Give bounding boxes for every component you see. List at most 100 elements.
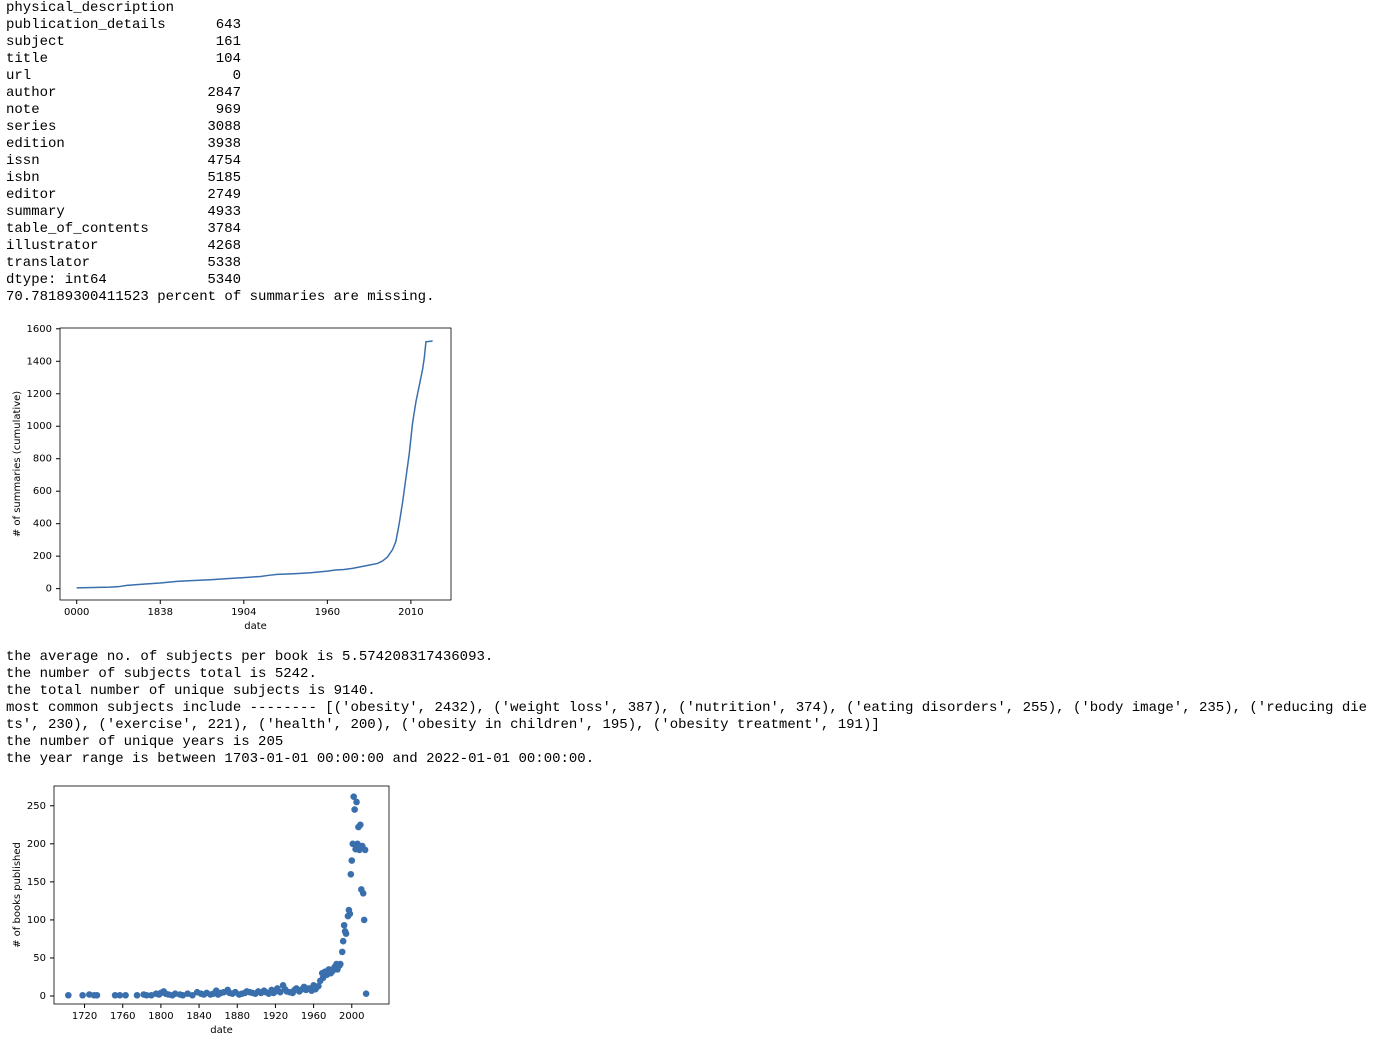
x-tick-label: 1720 (72, 1011, 97, 1022)
count-row: isbn 2749 (6, 170, 434, 203)
count-row: edition 4754 (6, 136, 434, 169)
data-point (361, 846, 369, 854)
x-tick-label: 1840 (186, 1011, 211, 1022)
field-name: translator (6, 255, 91, 271)
count-row: url 2847 (6, 68, 434, 101)
data-point (143, 991, 150, 999)
y-tick-label: 50 (33, 953, 46, 964)
stats-output: the average no. of subjects per book is … (6, 649, 1367, 768)
field-name: table_of_contents (6, 221, 149, 237)
x-axis-label: date (210, 1025, 233, 1036)
missing-count: 104 (215, 51, 241, 67)
field-name: editor (6, 187, 57, 203)
missing-count: 5340 (207, 272, 241, 288)
count-row: summary 3784 (6, 204, 434, 237)
data-point (351, 806, 358, 813)
data-point (362, 990, 370, 998)
count-row: editor 4933 (6, 187, 434, 220)
data-point (337, 960, 344, 968)
field-name: author (6, 85, 57, 101)
y-tick-label: 1200 (27, 389, 52, 400)
data-point (93, 991, 101, 999)
field-name: issn (6, 153, 40, 169)
y-tick-label: 0 (46, 584, 52, 595)
x-tick-label: 1960 (301, 1011, 326, 1022)
x-tick-label: 2010 (398, 607, 423, 618)
data-point (357, 821, 364, 829)
missing-counts: physical_description 643 publication_detai… (6, 0, 434, 306)
count-row: author 969 (6, 85, 434, 118)
count-row: subject 104 (6, 34, 434, 67)
data-point (189, 991, 196, 999)
y-tick-label: 100 (27, 915, 46, 926)
data-point (340, 921, 348, 929)
count-row: physical_description 643 (6, 0, 434, 33)
data-point (342, 930, 350, 937)
y-tick-label: 150 (27, 877, 46, 888)
stats-line: most common subjects include -------- [(… (6, 700, 1368, 733)
plot-frame (53, 785, 390, 1005)
data-line (76, 340, 433, 589)
x-tick-label: 0000 (64, 607, 89, 618)
data-point (116, 991, 124, 999)
stats-line: the average no. of subjects per book is … (6, 649, 494, 665)
y-tick-label: 1000 (27, 421, 52, 432)
missing-count: 4268 (207, 238, 241, 254)
note-line: 70.78189300411523 percent of summaries a… (6, 289, 435, 305)
field-name: summary (6, 204, 65, 220)
stats-line: the number of unique years is 205 (6, 734, 284, 750)
missing-count: 3088 (207, 119, 241, 135)
data-point (111, 991, 119, 999)
missing-count: 0 (232, 68, 241, 84)
x-tick-label: 2000 (339, 1011, 364, 1022)
y-tick-label: 800 (33, 454, 52, 465)
missing-count: 5185 (207, 170, 241, 186)
data-point (339, 937, 347, 945)
dtype-line: dtype: int64 (6, 272, 107, 288)
field-name: illustrator (6, 238, 99, 254)
y-tick-label: 200 (27, 839, 46, 850)
x-axis-label: date (244, 621, 267, 632)
data-point (360, 916, 368, 924)
field-name: edition (6, 136, 65, 152)
missing-count: 3938 (207, 136, 241, 152)
chart-books: 0 50 100 150 200 250 1720 1760 1800 1840 1880 1920 1… (12, 785, 390, 1036)
y-tick-label: 1400 (27, 356, 52, 367)
missing-count: 5338 (207, 255, 241, 271)
missing-count: 2749 (207, 187, 241, 203)
missing-count: 643 (215, 17, 241, 33)
x-tick-label: 1920 (263, 1011, 288, 1022)
stats-line: the number of subjects total is 5242. (6, 666, 317, 682)
missing-count: 4933 (207, 204, 241, 220)
y-tick-label: 600 (33, 486, 52, 497)
data-point (346, 910, 354, 918)
data-point (133, 991, 141, 999)
data-point (315, 982, 322, 990)
count-row: title 0 (6, 51, 434, 84)
y-tick-label: 1600 (27, 324, 52, 335)
field-name: isbn (6, 170, 40, 186)
x-tick-label: 1760 (110, 1011, 135, 1022)
data-point (65, 991, 72, 999)
x-tick-label: 1904 (231, 607, 256, 618)
count-row: translator 5340 (6, 255, 434, 288)
missing-count: 2847 (207, 85, 241, 101)
count-row: note 3088 (6, 102, 434, 135)
missing-count: 969 (215, 102, 241, 118)
x-tick-label: 1880 (225, 1011, 250, 1022)
x-tick-label: 1800 (148, 1011, 173, 1022)
count-row: series 3938 (6, 119, 434, 152)
count-row: table_of_contents 4268 (6, 221, 434, 254)
data-point (353, 798, 360, 806)
data-point (349, 840, 357, 848)
y-tick-label: 200 (33, 551, 52, 562)
field-name: subject (6, 34, 65, 50)
count-row: issn 5185 (6, 153, 434, 186)
y-axis-label: # of summaries (cumulative) (12, 391, 23, 537)
y-tick-label: 400 (33, 519, 52, 530)
count-row: illustrator 5338 (6, 238, 434, 271)
y-tick-label: 250 (27, 801, 46, 812)
stats-line: the year range is between 1703-01-01 00:… (6, 751, 595, 767)
field-name: publication_details (6, 17, 166, 33)
field-name: physical_description (6, 0, 175, 16)
